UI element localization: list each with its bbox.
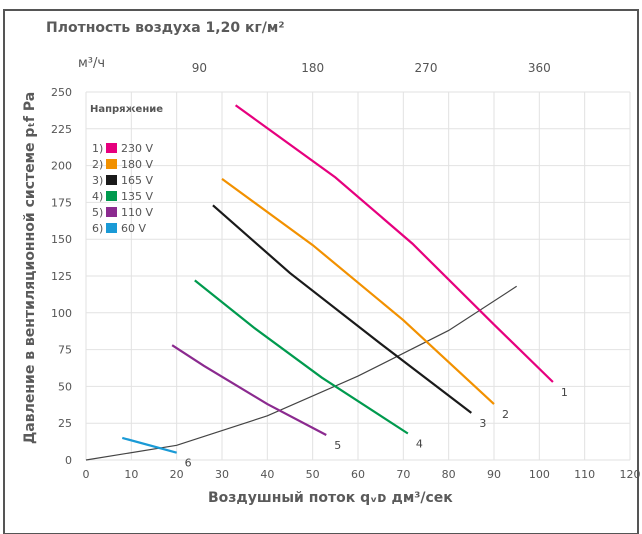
y-tick-label: 75 [58, 344, 72, 357]
series-line [194, 279, 409, 435]
y-tick-label: 150 [51, 233, 72, 246]
y-tick-label: 200 [51, 160, 72, 173]
series-end-label: 5 [334, 439, 341, 452]
legend-label: 165 V [121, 174, 153, 187]
series-end-label: 1 [561, 386, 568, 399]
legend-swatch [106, 159, 117, 169]
legend-index: 1) [92, 142, 103, 155]
y-tick-label: 0 [65, 454, 72, 467]
y-tick-label: 175 [51, 196, 72, 209]
legend-index: 5) [92, 206, 103, 219]
top-axis-tick-label: 90 [192, 61, 207, 75]
y-tick-label: 100 [51, 307, 72, 320]
y-tick-label: 225 [51, 123, 72, 136]
top-axis-tick-label: 270 [415, 61, 438, 75]
series-line [234, 104, 554, 383]
x-tick-label: 80 [442, 468, 456, 481]
top-axis-tick-label: 180 [301, 61, 324, 75]
top-axis-unit: м³/ч [78, 56, 106, 71]
legend-swatch [106, 143, 117, 153]
series-line [121, 436, 177, 454]
series-end-label: 2 [502, 408, 509, 421]
legend-label: 110 V [121, 206, 153, 219]
legend-swatch [106, 207, 117, 217]
x-tick-label: 90 [487, 468, 501, 481]
x-tick-label: 10 [124, 468, 138, 481]
y-tick-label: 50 [58, 380, 72, 393]
legend-index: 3) [92, 174, 103, 187]
chart-border [3, 9, 639, 534]
x-tick-label: 20 [170, 468, 184, 481]
x-tick-label: 40 [260, 468, 274, 481]
legend-swatch [106, 175, 117, 185]
series-end-label: 6 [185, 457, 192, 470]
x-tick-label: 60 [351, 468, 365, 481]
y-tick-label: 25 [58, 417, 72, 430]
x-tick-label: 50 [306, 468, 320, 481]
x-tick-label: 100 [529, 468, 550, 481]
x-tick-label: 70 [396, 468, 410, 481]
x-axis-label: Воздушный поток qᵥᴅ дм³/сек [208, 490, 453, 506]
top-axis-tick-label: 360 [528, 61, 551, 75]
x-tick-label: 30 [215, 468, 229, 481]
y-tick-label: 250 [51, 86, 72, 99]
legend-label: 135 V [121, 190, 153, 203]
legend-swatch [106, 191, 117, 201]
air-density-label: Плотность воздуха 1,20 кг/м² [46, 20, 285, 36]
legend-title: Напряжение [90, 104, 164, 115]
series-line [221, 177, 495, 405]
legend-swatch [106, 223, 117, 233]
x-tick-label: 120 [620, 468, 641, 481]
legend-label: 180 V [121, 158, 153, 171]
x-tick-label: 110 [574, 468, 595, 481]
legend-index: 6) [92, 222, 103, 235]
legend-index: 2) [92, 158, 103, 171]
legend-label: 230 V [121, 142, 153, 155]
legend-label: 60 V [121, 222, 146, 235]
legend-index: 4) [92, 190, 103, 203]
x-tick-label: 0 [83, 468, 90, 481]
y-tick-label: 125 [51, 270, 72, 283]
series-line [171, 344, 327, 436]
series-line [212, 204, 473, 414]
series-end-label: 3 [479, 417, 486, 430]
series-end-label: 4 [416, 438, 423, 451]
